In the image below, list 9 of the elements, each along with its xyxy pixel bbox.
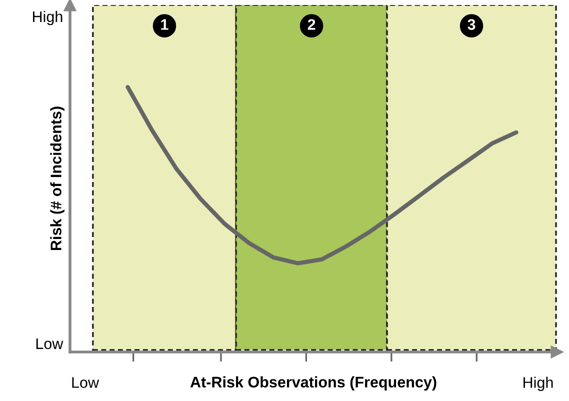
text: 2	[308, 19, 316, 30]
x-axis-title: At-Risk Observations (Frequency)	[190, 376, 436, 391]
text: High	[524, 376, 553, 391]
text: 1	[161, 19, 168, 30]
text: High	[33, 10, 62, 26]
text: Low	[72, 377, 100, 388]
y-axis-title: Risk (# of Incidents)	[50, 106, 64, 250]
text: Low	[36, 338, 64, 350]
text: 3	[468, 19, 476, 30]
